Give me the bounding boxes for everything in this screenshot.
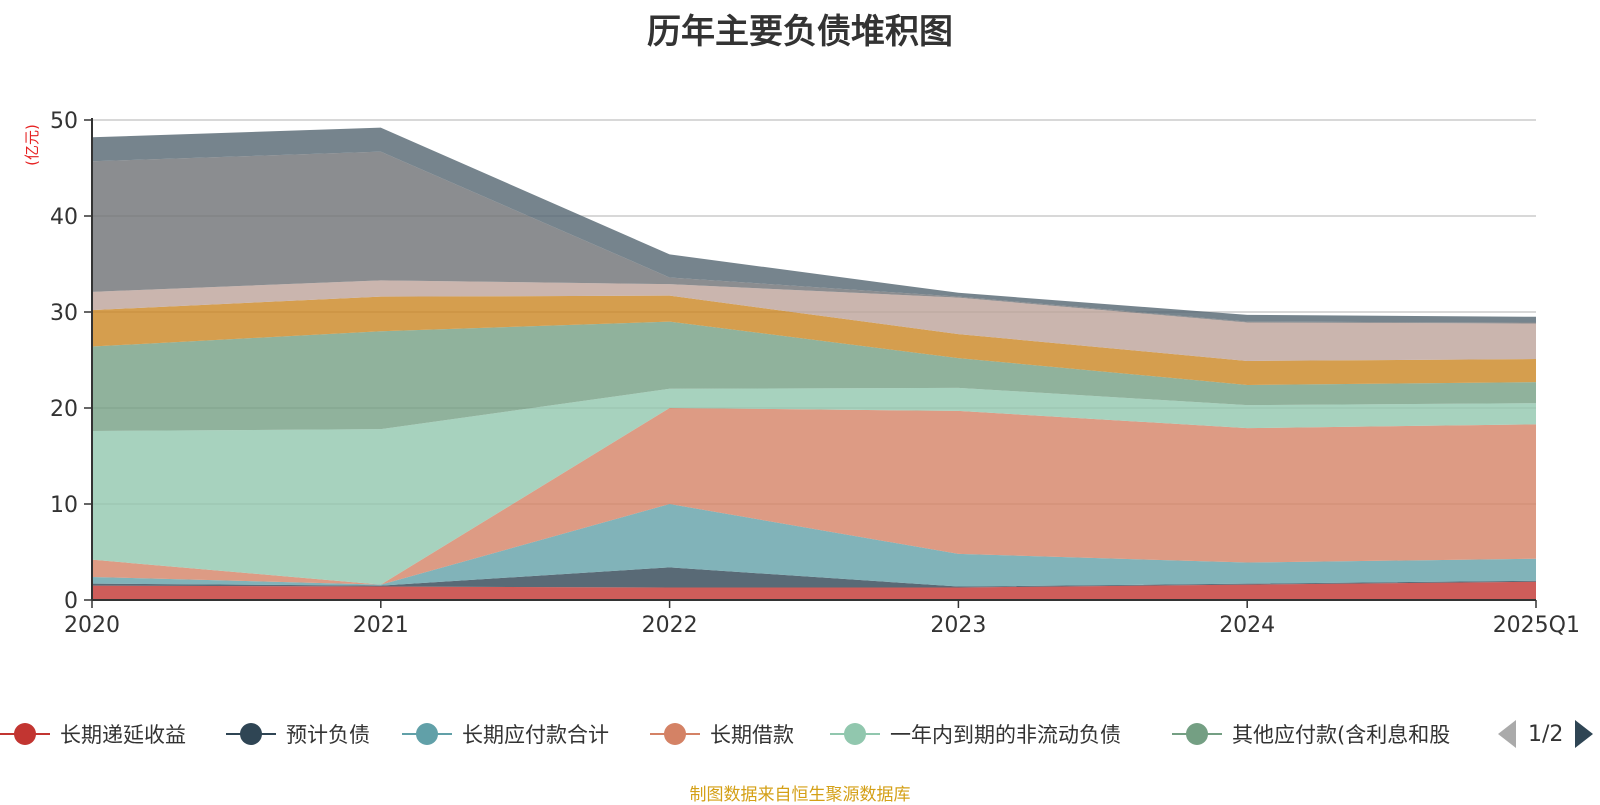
stacked-area-chart: 0 10 20 30 40 50 2020 2021 2022 2023 2024 2025Q1 (亿… [23,109,1580,638]
x-tick-label: 2021 [353,613,409,638]
x-tick-label: 2025Q1 [1493,613,1580,638]
legend-page-indicator: 1/2 [1528,721,1564,747]
legend-item[interactable]: 一年内到期的非流动负债 [830,712,1121,756]
y-tick-label: 50 [50,109,78,134]
x-tick-label: 2020 [64,613,120,638]
area-series[interactable] [92,127,1536,600]
data-source-note: 制图数据来自恒生聚源数据库 [689,785,911,805]
legend-item[interactable]: 预计负债 [226,712,370,756]
legend-pager: 1/2 [1498,712,1600,756]
legend-marker-icon [1172,722,1222,746]
area-series-3[interactable] [92,504,1536,587]
area-series-7[interactable] [92,295,1536,385]
area-series-2[interactable] [92,567,1536,588]
y-tick-label: 0 [64,589,78,614]
axes: 0 10 20 30 40 50 2020 2021 2022 2023 2024 2025Q1 [50,109,1580,638]
legend-label: 长期借款 [710,723,794,747]
area-series-9[interactable] [92,151,1536,324]
legend-marker-icon [0,722,50,746]
legend-marker-icon [830,722,880,746]
x-tick-label: 2022 [642,613,698,638]
x-tick-label: 2023 [930,613,986,638]
y-tick-label: 20 [50,397,78,422]
x-tick-label: 2024 [1219,613,1275,638]
legend: 长期递延收益 预计负债 长期应付款合计 长期借款 一年内到期的非流动负债 其他应付款(含利… [0,712,1600,756]
area-series-1[interactable] [92,581,1536,600]
legend-marker-icon [402,722,452,746]
area-series-6[interactable] [92,321,1536,432]
legend-label: 预计负债 [286,723,370,747]
area-series-8[interactable] [92,280,1536,361]
legend-marker-icon [226,722,276,746]
legend-next-page-icon[interactable] [1575,720,1594,748]
area-series-5[interactable] [92,387,1536,585]
legend-item[interactable]: 其他应付款(含利息和股 [1172,712,1450,756]
legend-label: 长期递延收益 [60,723,186,747]
chart-title: 历年主要负债堆积图 [647,13,953,51]
area-series-10[interactable] [92,127,1536,323]
y-axis-unit-label: (亿元) [23,124,41,166]
legend-item[interactable]: 长期应付款合计 [402,712,609,756]
legend-label: 一年内到期的非流动负债 [890,723,1121,747]
legend-prev-page-icon[interactable] [1498,720,1516,748]
legend-label: 其他应付款(含利息和股 [1232,723,1451,747]
legend-item[interactable]: 长期递延收益 [0,712,186,756]
y-tick-label: 40 [50,205,78,230]
y-tick-label: 10 [50,493,78,518]
legend-marker-icon [650,722,700,746]
legend-item[interactable]: 长期借款 [650,712,794,756]
area-series-4[interactable] [92,408,1536,585]
y-tick-label: 30 [50,301,78,326]
legend-label: 长期应付款合计 [462,723,609,747]
